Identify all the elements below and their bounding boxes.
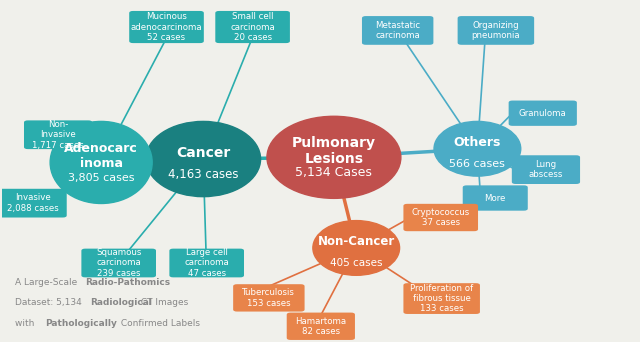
FancyBboxPatch shape [287, 313, 355, 340]
FancyBboxPatch shape [509, 101, 577, 126]
Text: Lung
abscess: Lung abscess [529, 160, 563, 179]
Text: Radio-Pathomics: Radio-Pathomics [85, 278, 170, 287]
Text: Non-
Invasive
1,717 cases: Non- Invasive 1,717 cases [32, 120, 84, 150]
Text: 405 cases: 405 cases [330, 258, 383, 268]
Text: with: with [15, 319, 37, 328]
Text: Cryptococcus
37 cases: Cryptococcus 37 cases [412, 208, 470, 227]
Text: Radiological: Radiological [90, 298, 152, 307]
Text: 4,163 cases: 4,163 cases [168, 168, 239, 181]
Text: Granuloma: Granuloma [519, 109, 566, 118]
FancyBboxPatch shape [512, 155, 580, 184]
Text: Non-Cancer: Non-Cancer [317, 235, 395, 248]
Ellipse shape [146, 121, 260, 197]
Text: Squamous
carcinoma
239 cases: Squamous carcinoma 239 cases [96, 248, 141, 278]
Text: Metastatic
carcinoma: Metastatic carcinoma [375, 21, 420, 40]
Text: Invasive
2,088 cases: Invasive 2,088 cases [7, 194, 58, 213]
Text: Proliferation of
fibrous tissue
133 cases: Proliferation of fibrous tissue 133 case… [410, 284, 473, 314]
Ellipse shape [434, 121, 521, 176]
FancyBboxPatch shape [458, 16, 534, 45]
Text: Tuberculosis
153 cases: Tuberculosis 153 cases [243, 288, 295, 307]
Text: Pulmonary
Lesions: Pulmonary Lesions [292, 136, 376, 166]
Text: 566 cases: 566 cases [449, 159, 506, 169]
Text: Organizing
pneumonia: Organizing pneumonia [472, 21, 520, 40]
Text: Dataset: 5,134: Dataset: 5,134 [15, 298, 84, 307]
FancyBboxPatch shape [0, 189, 67, 218]
Text: Cancer: Cancer [176, 146, 230, 160]
FancyBboxPatch shape [24, 120, 92, 149]
Text: Pathologically: Pathologically [45, 319, 117, 328]
Ellipse shape [50, 121, 152, 203]
Text: Confirmed Labels: Confirmed Labels [118, 319, 200, 328]
Ellipse shape [267, 116, 401, 198]
FancyBboxPatch shape [362, 16, 433, 45]
Text: 3,805 cases: 3,805 cases [68, 173, 134, 183]
Text: Adenocarc
inoma: Adenocarc inoma [64, 142, 138, 170]
FancyBboxPatch shape [81, 249, 156, 277]
Text: Others: Others [454, 136, 501, 149]
FancyBboxPatch shape [129, 11, 204, 43]
FancyBboxPatch shape [233, 284, 305, 312]
FancyBboxPatch shape [463, 185, 528, 211]
Text: Hamartoma
82 cases: Hamartoma 82 cases [295, 317, 346, 336]
FancyBboxPatch shape [403, 204, 478, 231]
Text: More: More [484, 194, 506, 202]
Text: Mucinous
adenocarcinoma
52 cases: Mucinous adenocarcinoma 52 cases [131, 12, 202, 42]
Text: CT Images: CT Images [138, 298, 188, 307]
Text: Large cell
carcinoma
47 cases: Large cell carcinoma 47 cases [184, 248, 229, 278]
Text: A Large-Scale: A Large-Scale [15, 278, 80, 287]
Text: 5,134 Cases: 5,134 Cases [296, 166, 372, 179]
FancyBboxPatch shape [170, 249, 244, 277]
FancyBboxPatch shape [215, 11, 290, 43]
Text: Small cell
carcinoma
20 cases: Small cell carcinoma 20 cases [230, 12, 275, 42]
Ellipse shape [313, 221, 399, 275]
FancyBboxPatch shape [403, 283, 480, 314]
